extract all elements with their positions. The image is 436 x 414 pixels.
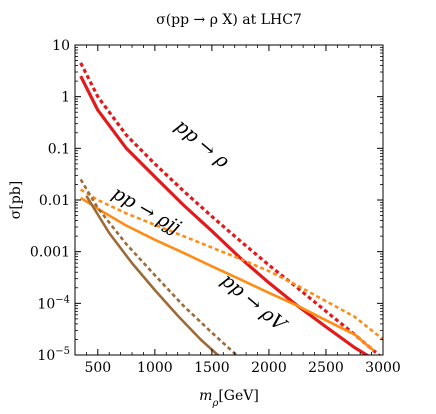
series-line-5 (79, 178, 239, 355)
x-axis-title: mρ[GeV] (199, 388, 259, 409)
y-tick-label: 0.001 (30, 245, 70, 261)
x-tick-label: 3000 (365, 360, 401, 376)
x-tick-label: 1500 (194, 360, 230, 376)
y-tick-label: 0.1 (48, 141, 70, 157)
series-layer (79, 62, 383, 355)
y-tick-label: 0.01 (39, 193, 70, 209)
y-axis-title: σ[pb] (8, 181, 24, 219)
x-tick-label: 2500 (308, 360, 344, 376)
series-line-3 (80, 188, 383, 341)
series-line-1 (79, 62, 382, 355)
x-tick-label: 500 (84, 360, 111, 376)
y-tick-label: 10−4 (37, 294, 70, 312)
chart-title: σ(pp → ρ X) at LHC7 (156, 12, 302, 28)
ticks-layer: 500 1000 1500 2000 2500 3000 10 1 0.1 0.01 0.001 10… (30, 38, 401, 376)
series-line-2 (80, 196, 375, 352)
x-tick-label: 1000 (137, 360, 173, 376)
x-tick-label: 2000 (251, 360, 287, 376)
y-tick-label: 1 (61, 90, 70, 106)
curve-annotation: pp → ρ (171, 115, 234, 173)
curve-annotation: pp → ρV (217, 269, 292, 337)
y-tick-label: 10−5 (37, 346, 70, 364)
series-line-0 (79, 75, 370, 355)
series-line-4 (85, 195, 220, 355)
y-tick-label: 10 (52, 38, 70, 54)
